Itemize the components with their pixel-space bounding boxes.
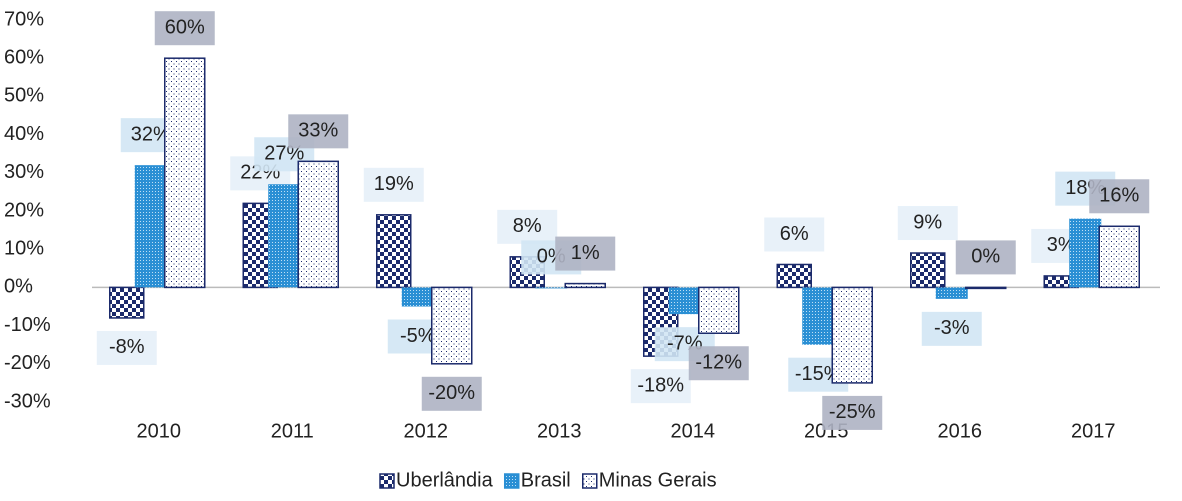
legend-swatch bbox=[582, 473, 598, 489]
x-tick-label: 2010 bbox=[137, 420, 182, 442]
legend-swatch bbox=[379, 473, 395, 489]
x-tick-label: 2016 bbox=[938, 420, 983, 442]
y-tick-label: 0% bbox=[4, 276, 33, 298]
legend-swatch bbox=[503, 473, 520, 489]
bar bbox=[535, 287, 568, 289]
bar bbox=[164, 57, 206, 289]
value-label: 33% bbox=[298, 120, 338, 142]
bar bbox=[935, 287, 968, 299]
value-label: 9% bbox=[913, 211, 942, 233]
value-label: 16% bbox=[1099, 185, 1139, 207]
x-tick-label: 2017 bbox=[1071, 420, 1116, 442]
y-tick-label: 70% bbox=[4, 8, 44, 30]
value-label-bg bbox=[288, 114, 349, 149]
value-label-bg bbox=[96, 330, 157, 365]
bar bbox=[297, 160, 339, 289]
value-label: 1% bbox=[571, 242, 600, 264]
bar bbox=[965, 286, 1007, 290]
value-label: 3% bbox=[1047, 234, 1076, 256]
bar bbox=[109, 286, 145, 319]
y-tick-label: 30% bbox=[4, 161, 44, 183]
value-label: -5% bbox=[400, 325, 436, 347]
value-label-bg bbox=[897, 206, 958, 241]
value-label-bg bbox=[497, 209, 558, 244]
value-label-bg bbox=[421, 376, 482, 411]
bar bbox=[1098, 225, 1140, 289]
x-tick-label: 2011 bbox=[271, 420, 314, 442]
value-label: 0% bbox=[971, 246, 1000, 268]
value-label: -25% bbox=[829, 401, 876, 423]
value-label: 60% bbox=[165, 16, 205, 38]
bar bbox=[668, 287, 701, 315]
x-tick-label: 2013 bbox=[537, 420, 582, 442]
y-tick-label: -20% bbox=[4, 352, 51, 374]
y-tick-label: -10% bbox=[4, 314, 51, 336]
bar bbox=[134, 165, 167, 288]
value-label-bg bbox=[555, 236, 616, 271]
value-label-bg bbox=[764, 217, 825, 252]
bar bbox=[802, 287, 835, 345]
value-label-bg bbox=[630, 369, 691, 404]
value-label-bg bbox=[822, 395, 883, 430]
legend-label: Minas Gerais bbox=[599, 469, 717, 491]
bar bbox=[401, 287, 434, 307]
bar bbox=[831, 286, 873, 384]
bar bbox=[698, 286, 740, 334]
bar bbox=[564, 282, 606, 289]
y-tick-label: 50% bbox=[4, 85, 44, 107]
value-label-bg bbox=[363, 167, 424, 202]
x-tick-label: 2012 bbox=[404, 420, 449, 442]
bar bbox=[910, 252, 946, 289]
value-label: -15% bbox=[795, 363, 842, 385]
y-tick-label: -30% bbox=[4, 390, 51, 412]
value-label-bg bbox=[955, 240, 1016, 275]
y-tick-label: 10% bbox=[4, 237, 44, 259]
value-label: -3% bbox=[934, 317, 970, 339]
legend-label: Brasil bbox=[521, 469, 571, 491]
legend-label: Uberlândia bbox=[396, 469, 494, 491]
value-label: -8% bbox=[109, 336, 145, 358]
value-label: 32% bbox=[131, 123, 171, 145]
y-tick-label: 20% bbox=[4, 199, 44, 221]
value-label-bg bbox=[688, 346, 749, 381]
bar bbox=[268, 184, 301, 288]
bar bbox=[376, 214, 412, 289]
y-tick-label: 40% bbox=[4, 123, 44, 145]
value-label-bg bbox=[921, 311, 982, 346]
x-tick-label: 2014 bbox=[671, 420, 716, 442]
value-label-bg bbox=[1089, 179, 1150, 214]
bar bbox=[776, 263, 812, 289]
value-label: -20% bbox=[428, 382, 475, 404]
value-label: 8% bbox=[513, 215, 542, 237]
y-tick-label: 60% bbox=[4, 46, 44, 68]
bar bbox=[1069, 218, 1102, 288]
value-label: -12% bbox=[695, 352, 742, 374]
value-label: 19% bbox=[374, 173, 414, 195]
value-label: -18% bbox=[637, 374, 684, 396]
bar bbox=[431, 286, 473, 365]
value-label: 6% bbox=[780, 223, 809, 245]
value-label-bg bbox=[154, 11, 215, 46]
